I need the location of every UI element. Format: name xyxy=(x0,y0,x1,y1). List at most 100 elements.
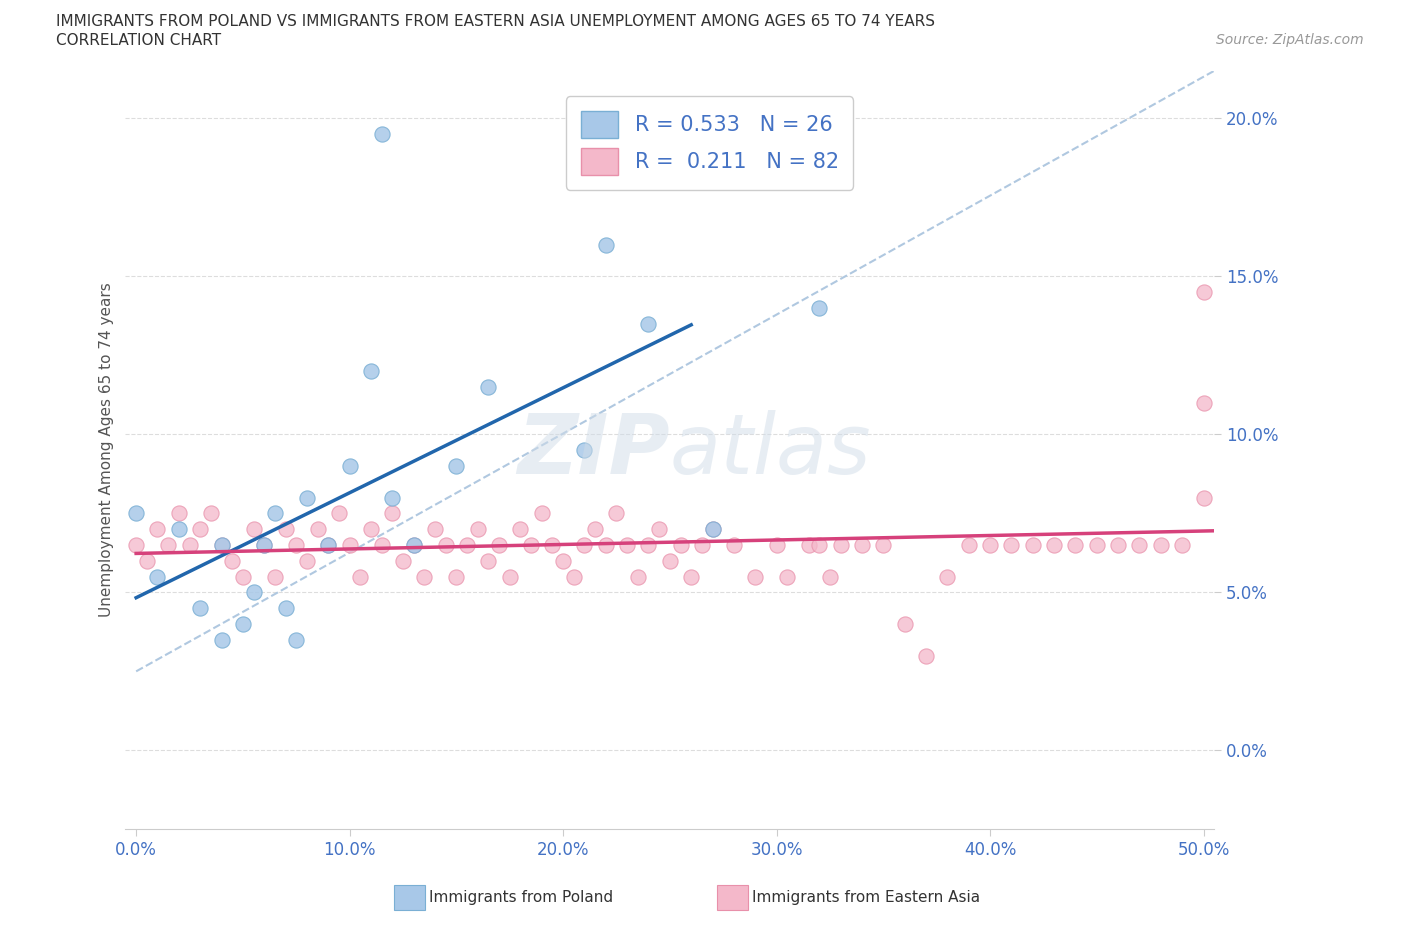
Point xyxy=(232,617,254,631)
Point xyxy=(627,569,650,584)
Point xyxy=(681,569,703,584)
Point xyxy=(808,300,831,315)
Point xyxy=(957,538,980,552)
Point xyxy=(509,522,531,537)
Point xyxy=(242,522,264,537)
Legend: R = 0.533   N = 26, R =  0.211   N = 82: R = 0.533 N = 26, R = 0.211 N = 82 xyxy=(567,97,853,190)
Point xyxy=(274,522,297,537)
Point xyxy=(595,237,617,252)
Point xyxy=(125,538,148,552)
Point xyxy=(456,538,478,552)
Point xyxy=(1192,395,1215,410)
Point xyxy=(477,379,499,394)
Point xyxy=(702,522,724,537)
Point xyxy=(765,538,787,552)
Point xyxy=(723,538,745,552)
Point xyxy=(211,632,233,647)
Point xyxy=(146,569,169,584)
Point xyxy=(349,569,371,584)
Y-axis label: Unemployment Among Ages 65 to 74 years: Unemployment Among Ages 65 to 74 years xyxy=(100,283,114,618)
Point xyxy=(915,648,938,663)
Point xyxy=(1150,538,1173,552)
Point xyxy=(637,316,659,331)
Point xyxy=(392,553,415,568)
Point xyxy=(1192,285,1215,299)
Point xyxy=(818,569,841,584)
Point xyxy=(221,553,243,568)
Point xyxy=(1085,538,1108,552)
Point xyxy=(893,617,915,631)
Point xyxy=(553,553,575,568)
Point xyxy=(1022,538,1045,552)
Point xyxy=(669,538,692,552)
Point xyxy=(616,538,638,552)
Point xyxy=(360,522,382,537)
Point xyxy=(1128,538,1150,552)
Point xyxy=(264,506,287,521)
Point xyxy=(423,522,446,537)
Point xyxy=(295,490,318,505)
Point xyxy=(188,522,211,537)
Point xyxy=(316,538,339,552)
Point xyxy=(520,538,543,552)
Point xyxy=(446,569,468,584)
Point xyxy=(360,364,382,379)
Point xyxy=(637,538,659,552)
Point xyxy=(583,522,606,537)
Point xyxy=(808,538,831,552)
Point xyxy=(562,569,585,584)
Point xyxy=(285,538,308,552)
Point xyxy=(595,538,617,552)
Point xyxy=(702,522,724,537)
Text: atlas: atlas xyxy=(669,409,872,491)
Point xyxy=(477,553,499,568)
Point xyxy=(765,142,787,157)
Point xyxy=(125,506,148,521)
Point xyxy=(744,569,766,584)
Point xyxy=(574,443,596,458)
Point xyxy=(339,538,361,552)
Point xyxy=(648,522,671,537)
Point xyxy=(605,506,627,521)
Point xyxy=(413,569,436,584)
Text: ZIP: ZIP xyxy=(517,409,669,491)
Point xyxy=(370,538,392,552)
Point xyxy=(200,506,222,521)
Point xyxy=(797,538,820,552)
Point xyxy=(264,569,287,584)
Point xyxy=(1043,538,1066,552)
Point xyxy=(467,522,489,537)
Point xyxy=(658,553,681,568)
Point xyxy=(872,538,894,552)
Point xyxy=(167,522,190,537)
Point xyxy=(979,538,1001,552)
Text: IMMIGRANTS FROM POLAND VS IMMIGRANTS FROM EASTERN ASIA UNEMPLOYMENT AMONG AGES 6: IMMIGRANTS FROM POLAND VS IMMIGRANTS FRO… xyxy=(56,14,935,29)
Point xyxy=(776,569,799,584)
Point xyxy=(402,538,425,552)
Point xyxy=(1192,490,1215,505)
Point xyxy=(936,569,959,584)
Point xyxy=(446,458,468,473)
Point xyxy=(381,490,404,505)
Point xyxy=(541,538,564,552)
Point xyxy=(851,538,873,552)
Point xyxy=(232,569,254,584)
Point xyxy=(574,538,596,552)
Point xyxy=(530,506,553,521)
Point xyxy=(339,458,361,473)
Point xyxy=(253,538,276,552)
Point xyxy=(1171,538,1194,552)
Point xyxy=(1000,538,1022,552)
Point xyxy=(211,538,233,552)
Text: Immigrants from Poland: Immigrants from Poland xyxy=(429,890,613,905)
Point xyxy=(167,506,190,521)
Point xyxy=(381,506,404,521)
Point xyxy=(295,553,318,568)
Point xyxy=(157,538,180,552)
Point xyxy=(316,538,339,552)
Point xyxy=(488,538,510,552)
Point xyxy=(370,126,392,141)
Point xyxy=(274,601,297,616)
Point xyxy=(253,538,276,552)
Point xyxy=(499,569,522,584)
